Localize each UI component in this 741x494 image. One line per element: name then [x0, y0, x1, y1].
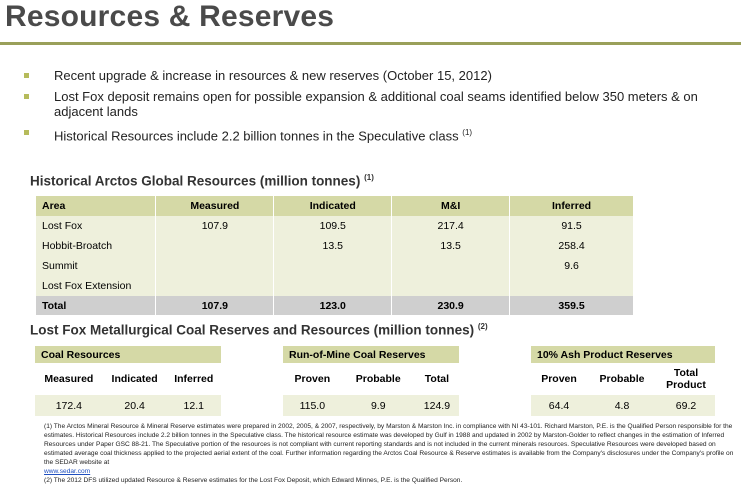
coal-resources-table: Coal Resources Measured Indicated Inferr…	[35, 346, 221, 416]
table-cell	[155, 256, 275, 276]
table-cell	[509, 276, 634, 296]
table-cell	[155, 236, 275, 256]
column-header: Total Product	[666, 367, 706, 391]
heading-text: Lost Fox Metallurgical Coal Reserves and…	[30, 322, 475, 338]
table-row: Summit 9.6	[36, 256, 634, 276]
ash-product-reserves-table: 10% Ash Product Reserves Proven Probable…	[531, 346, 715, 416]
table-column-row: Proven Probable Total Product	[531, 363, 715, 395]
table-cell: 13.5	[391, 236, 511, 256]
table-column-row: Proven Probable Total	[283, 363, 459, 395]
footnote-marker: (1)	[462, 128, 473, 137]
table-cell: 359.5	[509, 296, 634, 315]
table-cell: 115.0	[283, 395, 342, 416]
bullet-square-icon	[24, 73, 29, 78]
table-cell: 13.5	[273, 236, 393, 256]
table-title: Run-of-Mine Coal Reserves	[283, 346, 459, 363]
footnotes: (1) The Arctos Mineral Resource & Minera…	[44, 422, 734, 485]
table-cell: Lost Fox Extension	[36, 276, 157, 296]
table-cell	[273, 276, 393, 296]
table-total-row: Total 107.9 123.0 230.9 359.5	[36, 296, 634, 315]
column-header: M&I	[391, 196, 511, 216]
table-cell: 91.5	[509, 216, 634, 236]
lost-fox-heading: Lost Fox Metallurgical Coal Reserves and…	[30, 322, 488, 338]
column-header: Area	[36, 196, 157, 216]
table-header-row: 10% Ash Product Reserves	[531, 346, 715, 363]
column-header: Inferred	[509, 196, 634, 216]
column-header: Proven	[541, 373, 577, 385]
slide-title: Resources & Reserves	[5, 0, 335, 33]
table-cell: Summit	[36, 256, 157, 276]
bullet-square-icon	[24, 130, 29, 135]
table-row: Lost Fox Extension	[36, 276, 634, 296]
table-cell: 107.9	[155, 216, 275, 236]
table-cell: 217.4	[391, 216, 511, 236]
bullet-square-icon	[24, 94, 29, 99]
table-cell: 4.8	[587, 395, 657, 416]
bullet-item: Historical Resources include 2.2 billion…	[24, 125, 729, 143]
table-header-row: Run-of-Mine Coal Reserves	[283, 346, 459, 363]
table-cell: 230.9	[391, 296, 511, 315]
column-header: Measured	[155, 196, 275, 216]
column-header: Indicated	[273, 196, 393, 216]
table-cell: 124.9	[414, 395, 459, 416]
table-cell: 258.4	[509, 236, 634, 256]
sedar-link[interactable]: www.sedar.com	[44, 468, 91, 475]
footnote-2: (2) The 2012 DFS utilized updated Resour…	[44, 477, 463, 484]
table-cell: Hobbit-Broatch	[36, 236, 157, 256]
column-header: Inferred	[174, 373, 214, 385]
table-cell: Lost Fox	[36, 216, 157, 236]
table-cell: 9.6	[509, 256, 634, 276]
table-row: 115.0 9.9 124.9	[283, 395, 459, 416]
historical-resources-table: Area Measured Indicated M&I Inferred Los…	[36, 196, 634, 315]
table-cell	[273, 256, 393, 276]
table-row: Hobbit-Broatch 13.5 13.5 258.4	[36, 236, 634, 256]
table-cell: 69.2	[657, 395, 715, 416]
table-row: Lost Fox 107.9 109.5 217.4 91.5	[36, 216, 634, 236]
heading-text: Historical Arctos Global Resources (mill…	[30, 173, 361, 189]
column-header: Probable	[599, 373, 645, 385]
column-header: Proven	[294, 373, 331, 385]
table-row: 172.4 20.4 12.1	[35, 395, 221, 416]
column-header: Probable	[355, 373, 401, 385]
table-cell: 107.9	[155, 296, 275, 315]
table-header-row: Area Measured Indicated M&I Inferred	[36, 196, 634, 216]
table-cell: 64.4	[531, 395, 588, 416]
table-cell: 123.0	[273, 296, 393, 315]
title-divider	[0, 42, 741, 45]
table-cell: 20.4	[102, 395, 167, 416]
table-cell	[155, 276, 275, 296]
table-cell: 109.5	[273, 216, 393, 236]
table-cell: 9.9	[341, 395, 415, 416]
column-header: Total	[424, 373, 450, 385]
table-title: 10% Ash Product Reserves	[531, 346, 715, 363]
table-cell: Total	[36, 296, 157, 315]
table-cell	[391, 276, 511, 296]
table-cell	[391, 256, 511, 276]
bullet-text: Historical Resources include 2.2 billion…	[54, 128, 459, 144]
table-header-row: Coal Resources	[35, 346, 221, 363]
bullet-item: Recent upgrade & increase in resources &…	[24, 68, 729, 83]
bullet-text: Recent upgrade & increase in resources &…	[54, 68, 492, 83]
bullet-list: Recent upgrade & increase in resources &…	[24, 68, 729, 149]
footnote-text: (1) The Arctos Mineral Resource & Minera…	[44, 423, 734, 466]
rom-reserves-table: Run-of-Mine Coal Reserves Proven Probabl…	[283, 346, 459, 416]
historical-resources-heading: Historical Arctos Global Resources (mill…	[30, 173, 374, 189]
bullet-text: Lost Fox deposit remains open for possib…	[54, 89, 698, 119]
table-row: 64.4 4.8 69.2	[531, 395, 715, 416]
footnote-marker: (1)	[364, 173, 374, 182]
table-cell: 172.4	[35, 395, 103, 416]
footnote-marker: (2)	[477, 322, 488, 331]
bullet-item: Lost Fox deposit remains open for possib…	[24, 89, 729, 119]
table-title: Coal Resources	[35, 346, 221, 363]
column-header: Indicated	[111, 373, 158, 385]
footnote-1: (1) The Arctos Mineral Resource & Minera…	[44, 422, 734, 476]
table-column-row: Measured Indicated Inferred	[35, 363, 221, 395]
table-cell: 12.1	[166, 395, 221, 416]
column-header: Measured	[44, 373, 94, 385]
